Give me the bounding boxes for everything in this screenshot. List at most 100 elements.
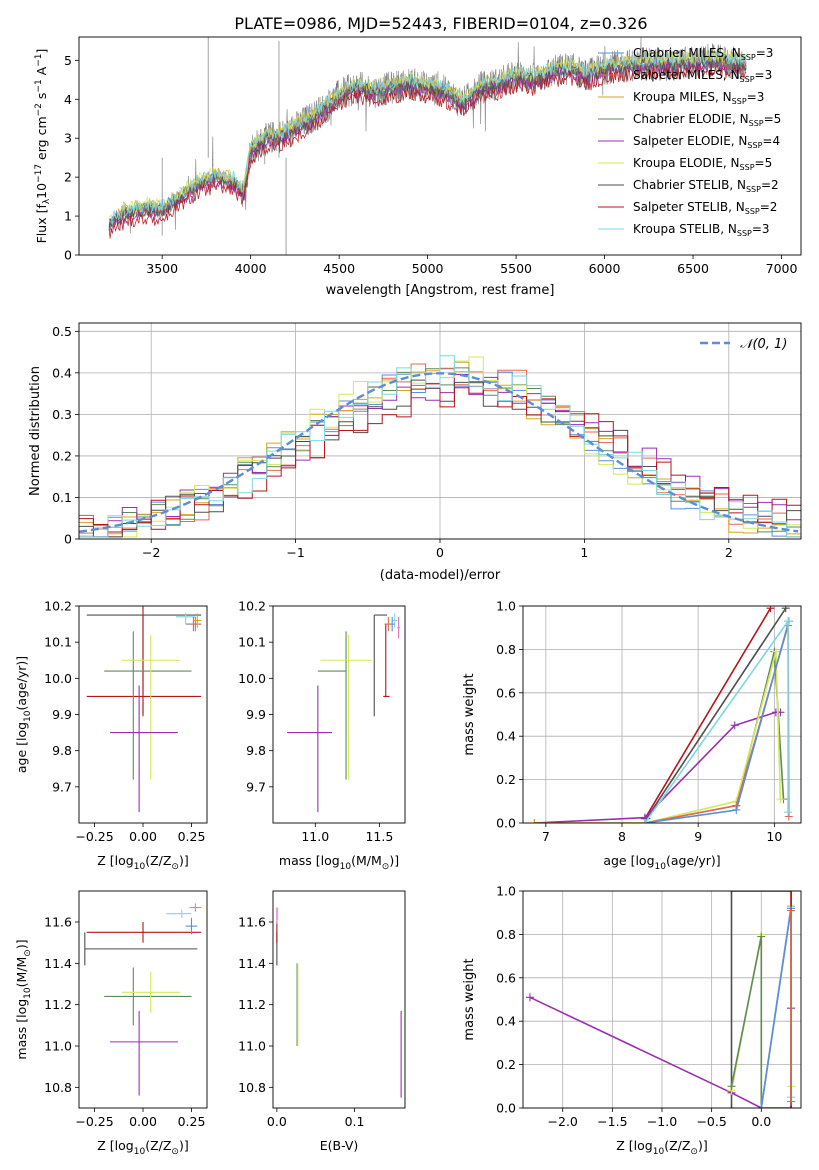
x-tick-label: 0.00 — [129, 1114, 157, 1129]
spectrum-xlabel: wavelength [Angstrom, rest frame] — [326, 283, 555, 298]
mass-vs-ebv-xlabel: E(B-V) — [320, 1138, 359, 1153]
model-spectrum-kroupa-stelib — [108, 50, 747, 225]
x-tick-label: 3500 — [146, 261, 178, 276]
legend-entry: Chabrier STELIB, NSSP=2 — [633, 178, 779, 194]
weight-marker — [727, 1082, 736, 1091]
x-tick-label: 1 — [580, 545, 588, 560]
spectrum-panel: 3500 4000 4500 5000 5500 6000 6500 7000 0 1 2 3 4 5 wa… — [34, 36, 802, 298]
x-tick-label: 6000 — [589, 261, 621, 276]
legend-entry: Kroupa MILES, NSSP=3 — [633, 90, 764, 106]
residual-xlabel: (data-model)/error — [380, 568, 501, 583]
weight-marker — [787, 1097, 796, 1106]
normal-curve — [79, 372, 799, 533]
axes-frame — [522, 605, 802, 824]
y-tick-label: 1 — [64, 209, 72, 224]
y-tick-label: 0.5 — [52, 324, 72, 339]
y-tick-label: 11.0 — [238, 1039, 266, 1054]
legend-entry: Chabrier MILES, NSSP=3 — [633, 46, 773, 62]
model-spectrum-chabrier-elodie — [108, 55, 747, 232]
model-spectrum-salpeter-stelib — [108, 63, 747, 239]
histogram-salpeter-stelib — [79, 383, 801, 533]
weight-marker — [727, 1104, 736, 1108]
model-spectrum-kroupa-elodie — [108, 49, 747, 224]
y-tick-label: 0.4 — [496, 729, 516, 744]
y-tick-label: 9.7 — [246, 779, 266, 794]
x-tick-label: −0.25 — [75, 1114, 113, 1129]
x-tick-label: −1.5 — [597, 1114, 627, 1129]
age-vs-mass-panel: 11.0 11.5 9.7 9.8 9.9 10.0 10.1 10.2 mass [log10… — [238, 599, 406, 872]
axes-frame — [78, 605, 208, 824]
age-vs-mass-data — [287, 613, 400, 813]
mass-weight-vs-Z-ylabel: mass weight — [462, 958, 477, 1040]
y-tick-label: 0.4 — [52, 365, 72, 380]
legend-entry: Salpeter MILES, NSSP=3 — [633, 68, 772, 84]
y-tick-label: 9.9 — [52, 707, 72, 722]
mass-weight-vs-age-panel: 7 8 9 10 0.0 0.2 0.4 0.6 0.8 1.0 age [log10(age/yr… — [462, 599, 802, 872]
weight-marker — [784, 808, 793, 817]
x-tick-label: −2.0 — [548, 1114, 578, 1129]
y-tick-label: 9.8 — [52, 743, 72, 758]
mass-vs-Z-panel: −0.25 0.00 0.25 10.8 11.0 11.2 11.4 11.6 Z [log1… — [14, 890, 208, 1157]
legend-entry: Salpeter ELODIE, NSSP=4 — [633, 134, 780, 150]
y-tick-label: 9.8 — [246, 743, 266, 758]
y-tick-label: 5 — [64, 53, 72, 68]
spectrum-ylabel: Flux [fλ10−17 erg cm−2 s−1 A−1] — [34, 49, 52, 244]
x-tick-label: 0.25 — [178, 1114, 206, 1129]
y-tick-label: 0 — [64, 248, 72, 263]
y-tick-label: 2 — [64, 170, 72, 185]
y-tick-label: 11.0 — [44, 1039, 72, 1054]
y-tick-label: 1.0 — [496, 599, 516, 614]
y-tick-label: 9.9 — [246, 707, 266, 722]
residual-panel: −2 −1 0 1 2 0 0.1 0.2 0.3 0.4 0.5 (data-model)/erro… — [28, 322, 802, 583]
x-tick-label: 0 — [436, 545, 444, 560]
y-tick-label: 10.1 — [44, 635, 72, 650]
y-tick-label: 0.8 — [496, 927, 516, 942]
weight-marker — [730, 721, 739, 730]
mass-weight-vs-age-ylabel: mass weight — [462, 673, 477, 755]
y-tick-label: 0.6 — [496, 970, 516, 985]
x-tick-label: −2 — [142, 545, 160, 560]
y-tick-label: 10.0 — [238, 671, 266, 686]
y-tick-label: 10.8 — [238, 1080, 266, 1095]
weight-marker — [776, 795, 785, 804]
x-tick-label: 4000 — [235, 261, 267, 276]
y-tick-label: 0.6 — [496, 685, 516, 700]
weight-marker — [784, 812, 793, 821]
weight-marker — [732, 805, 741, 814]
weight-line — [644, 607, 772, 820]
weight-marker — [757, 1104, 766, 1108]
y-tick-label: 10.2 — [238, 599, 266, 614]
axes-frame — [272, 605, 406, 824]
y-tick-label: 0.0 — [496, 816, 516, 831]
age-vs-Z-xlabel: Z [log10(Z/Z⊙)] — [97, 853, 188, 872]
x-tick-label: 8 — [618, 829, 626, 844]
axes-frame — [78, 36, 802, 256]
spectrum-data — [108, 37, 747, 255]
mass-vs-ebv-data — [276, 907, 402, 1098]
mass-vs-Z-ylabel: mass [log10(M/M⊙)] — [14, 939, 33, 1059]
figure-title: PLATE=0986, MJD=52443, FIBERID=0104, z=0… — [234, 14, 647, 33]
x-tick-label: 0.1 — [345, 1114, 365, 1129]
x-tick-label: 7000 — [766, 261, 798, 276]
axes-frame — [272, 890, 406, 1109]
y-tick-label: 0.4 — [496, 1014, 516, 1029]
legend-entry: Salpeter STELIB, NSSP=2 — [633, 200, 777, 216]
y-tick-label: 4 — [64, 92, 72, 107]
y-tick-label: 0.2 — [52, 448, 72, 463]
y-tick-label: 1.0 — [496, 884, 516, 899]
x-tick-label: 4500 — [323, 261, 355, 276]
weight-marker — [781, 606, 790, 613]
weight-marker — [784, 617, 793, 626]
axes-frame — [78, 322, 802, 540]
weight-marker — [727, 891, 736, 895]
y-tick-label: 10.0 — [44, 671, 72, 686]
x-tick-label: −0.5 — [696, 1114, 726, 1129]
weight-line — [644, 651, 782, 823]
x-tick-label: 5000 — [412, 261, 444, 276]
weight-marker — [787, 906, 796, 915]
residual-ylabel: Normed distribution — [28, 366, 43, 496]
spectrum-legend: Chabrier MILES, NSSP=3 Salpeter MILES, NS… — [598, 46, 781, 238]
y-tick-label: 9.7 — [52, 779, 72, 794]
axes-frame — [78, 890, 208, 1109]
